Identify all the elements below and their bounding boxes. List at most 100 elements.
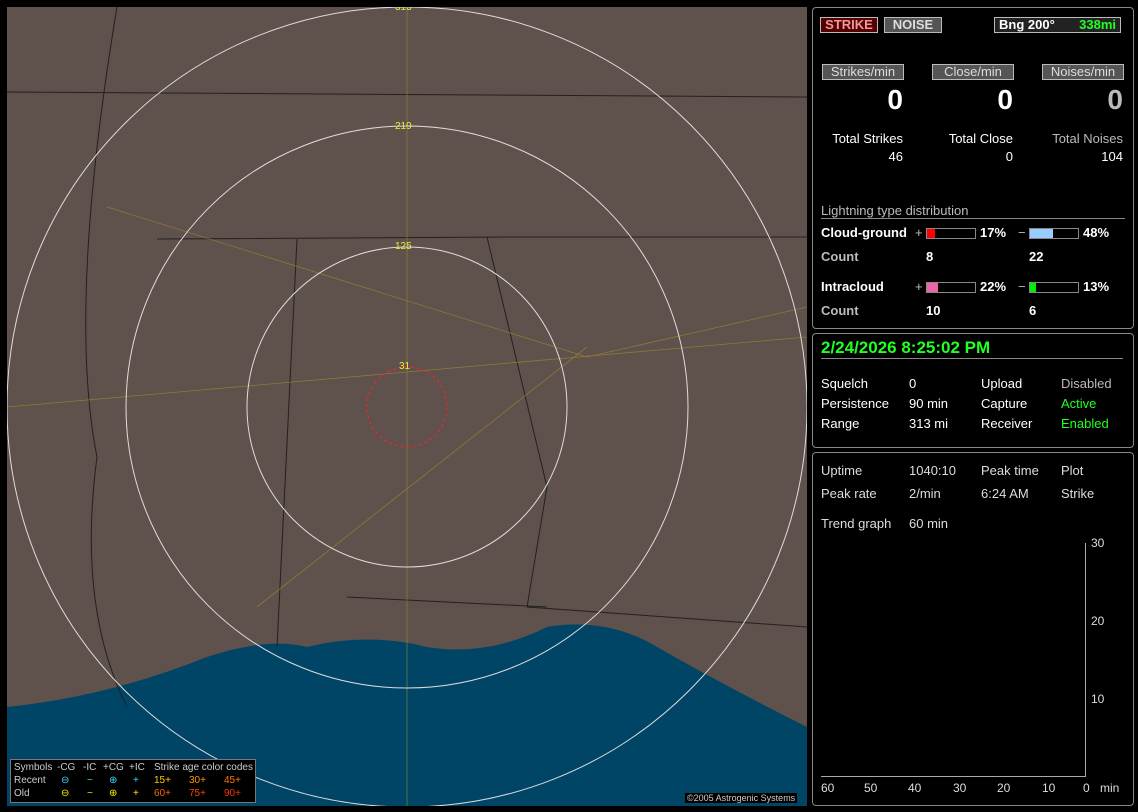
old-pos-cg-icon: ⊕ bbox=[109, 788, 118, 799]
x-tick-50: 50 bbox=[864, 781, 878, 795]
ring-label-125: 125 bbox=[395, 241, 412, 252]
recent-neg-cg-icon: ⊖ bbox=[61, 775, 70, 786]
x-tick-0: 0 bbox=[1083, 781, 1090, 795]
age-60: 60+ bbox=[154, 788, 171, 799]
ic-neg-bar bbox=[1029, 282, 1079, 293]
y-tick-10: 10 bbox=[1091, 692, 1105, 706]
x-tick-30: 30 bbox=[953, 781, 967, 795]
recent-neg-ic-icon: − bbox=[87, 775, 93, 786]
plot-label: Plot bbox=[1061, 463, 1084, 478]
ic-label: Intracloud bbox=[821, 279, 884, 294]
strikes-per-min: 0 bbox=[887, 84, 903, 115]
peak-time-value: 6:24 AM bbox=[981, 486, 1029, 501]
noise-button[interactable]: NOISE bbox=[884, 17, 942, 33]
cg-neg-count: 22 bbox=[1029, 249, 1044, 264]
cg-count-label: Count bbox=[821, 249, 859, 264]
squelch-label: Squelch bbox=[821, 376, 868, 391]
persistence-value: 90 min bbox=[909, 396, 949, 411]
range-rings bbox=[7, 7, 807, 806]
old-pos-ic-icon: + bbox=[133, 788, 139, 799]
lightning-map[interactable]: 313 219 125 31 ©2005 Astrogenic Systems bbox=[7, 7, 807, 806]
ic-neg-pct: 13% bbox=[1083, 279, 1110, 294]
cg-neg-pct: 48% bbox=[1083, 225, 1110, 240]
persistence-label: Persistence bbox=[821, 396, 889, 411]
ic-pos-bar bbox=[926, 282, 976, 293]
cg-label: Cloud-ground bbox=[821, 225, 907, 240]
x-tick-40: 40 bbox=[908, 781, 922, 795]
capture-value: Active bbox=[1061, 396, 1097, 411]
age-30: 30+ bbox=[189, 775, 206, 786]
total-noises-label: Total Noises bbox=[1052, 131, 1123, 146]
rates-panel: STRIKE NOISE Bng 200° 338mi Strikes/min C… bbox=[812, 7, 1134, 329]
capture-label: Capture bbox=[981, 396, 1028, 411]
roads bbox=[7, 7, 807, 806]
trend-x-axis bbox=[821, 776, 1086, 777]
bearing-readout: Bng 200° 338mi bbox=[994, 17, 1121, 33]
ring-label-219: 219 bbox=[395, 121, 412, 132]
total-noises: 104 bbox=[1101, 149, 1123, 164]
legend-pos-ic: +IC bbox=[129, 762, 145, 773]
trend-graph-value[interactable]: 60 min bbox=[909, 516, 949, 531]
receiver-value: Enabled bbox=[1061, 416, 1109, 431]
trend-graph-label: Trend graph bbox=[821, 516, 892, 531]
total-strikes: 46 bbox=[888, 149, 903, 164]
strikes-per-min-label[interactable]: Strikes/min bbox=[822, 64, 904, 80]
total-strikes-label: Total Strikes bbox=[832, 131, 903, 146]
close-per-min: 0 bbox=[997, 84, 1013, 115]
age-90: 90+ bbox=[224, 788, 241, 799]
peak-rate-value: 2/min bbox=[909, 486, 941, 501]
old-neg-cg-icon: ⊖ bbox=[61, 788, 70, 799]
y-tick-30: 30 bbox=[1091, 536, 1105, 550]
ic-count-label: Count bbox=[821, 303, 859, 318]
cg-pos-bar bbox=[926, 228, 976, 239]
close-per-min-label[interactable]: Close/min bbox=[932, 64, 1014, 80]
uptime-value: 1040:10 bbox=[909, 463, 956, 478]
upload-value: Disabled bbox=[1061, 376, 1112, 391]
copyright: ©2005 Astrogenic Systems bbox=[685, 793, 798, 803]
x-tick-20: 20 bbox=[997, 781, 1011, 795]
uptime-label: Uptime bbox=[821, 463, 863, 478]
recent-pos-cg-icon: ⊕ bbox=[109, 775, 118, 786]
peak-time-label: Peak time bbox=[981, 463, 1039, 478]
age-75: 75+ bbox=[189, 788, 206, 799]
squelch-value: 0 bbox=[909, 376, 917, 391]
ic-minus: − bbox=[1018, 279, 1026, 294]
legend-neg-ic: -IC bbox=[83, 762, 97, 773]
upload-label: Upload bbox=[981, 376, 1023, 391]
x-tick-10: 10 bbox=[1042, 781, 1056, 795]
datetime: 2/24/2026 8:25:02 PM bbox=[821, 338, 1123, 359]
legend-recent: Recent bbox=[14, 775, 46, 786]
y-tick-20: 20 bbox=[1091, 614, 1105, 628]
range-value: 313 mi bbox=[909, 416, 949, 431]
receiver-label: Receiver bbox=[981, 416, 1033, 431]
plot-value[interactable]: Strike bbox=[1061, 486, 1095, 501]
ic-plus: + bbox=[915, 279, 923, 294]
trend-y-axis bbox=[1085, 543, 1086, 777]
cg-plus: + bbox=[915, 225, 923, 240]
ic-neg-count: 6 bbox=[1029, 303, 1037, 318]
distance: 338mi bbox=[1079, 17, 1116, 32]
ic-pos-count: 10 bbox=[926, 303, 941, 318]
ring-label-31: 31 bbox=[399, 361, 411, 372]
bearing: Bng 200° bbox=[999, 17, 1055, 32]
cg-pos-count: 8 bbox=[926, 249, 934, 264]
total-close-label: Total Close bbox=[948, 131, 1013, 146]
age-15: 15+ bbox=[154, 775, 171, 786]
noises-per-min-label[interactable]: Noises/min bbox=[1042, 64, 1124, 80]
legend-symbols-label: Symbols bbox=[14, 762, 53, 773]
status-panel: 2/24/2026 8:25:02 PM Squelch 0 Persisten… bbox=[812, 333, 1134, 448]
cg-pos-pct: 17% bbox=[980, 225, 1007, 240]
stats-panel: Uptime 1040:10 Peak time Plot Peak rate … bbox=[812, 452, 1134, 806]
noises-per-min: 0 bbox=[1107, 84, 1123, 115]
strike-button[interactable]: STRIKE bbox=[820, 17, 878, 33]
total-close: 0 bbox=[1005, 149, 1013, 164]
range-label: Range bbox=[821, 416, 860, 431]
old-neg-ic-icon: − bbox=[87, 788, 93, 799]
distribution-title: Lightning type distribution bbox=[821, 203, 1125, 219]
ring-label-313: 313 bbox=[395, 7, 412, 13]
ic-pos-pct: 22% bbox=[980, 279, 1007, 294]
x-tick-60: 60 bbox=[821, 781, 835, 795]
x-unit: min bbox=[1100, 781, 1120, 795]
legend-old: Old bbox=[14, 788, 30, 799]
legend-pos-cg: +CG bbox=[103, 762, 124, 773]
